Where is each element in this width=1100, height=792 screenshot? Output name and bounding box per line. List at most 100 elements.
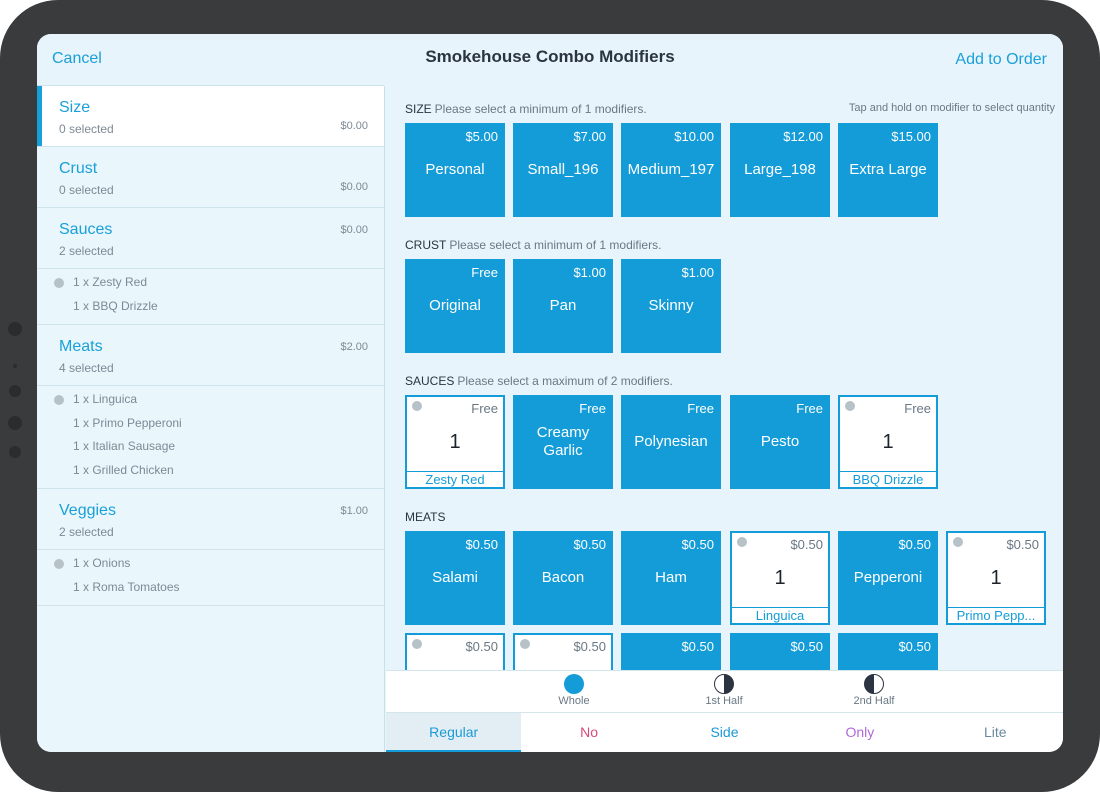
modifier-tile[interactable]: Free Creamy Garlic xyxy=(513,395,613,489)
tile-label: Small_196 xyxy=(527,161,599,178)
section-title: SIZE xyxy=(405,102,432,116)
modifier-tile[interactable]: $12.00 Large_198 xyxy=(730,123,830,217)
sidebar-item-veggies[interactable]: Veggies 2 selected $1.00 xyxy=(37,488,384,550)
category-name: Sauces xyxy=(59,221,113,238)
list-item-label: 1 x Linguica xyxy=(73,392,138,406)
modifier-tile[interactable]: $0.50 xyxy=(730,633,830,670)
sidebar-item-sauces[interactable]: Sauces 2 selected $0.00 xyxy=(37,207,384,269)
tab-only[interactable]: Only xyxy=(845,724,875,740)
side-button xyxy=(8,416,22,430)
first-half-icon xyxy=(714,674,734,694)
list-item-label: 1 x Italian Sausage xyxy=(73,439,176,453)
modifier-tile[interactable]: $1.00 Skinny xyxy=(621,259,721,353)
modifier-tile-selected[interactable]: Free 1 Zesty Red xyxy=(405,395,505,489)
modifier-tile[interactable]: $15.00 Extra Large xyxy=(838,123,938,217)
tile-price: $15.00 xyxy=(891,129,931,144)
sidebar-item-size[interactable]: Size 0 selected $0.00 xyxy=(37,85,384,147)
tile-price: Free xyxy=(471,265,498,280)
modifier-tile[interactable]: $1.00 Pan xyxy=(513,259,613,353)
portion-second-half-button[interactable]: 2nd Half xyxy=(834,674,914,707)
modifier-tile[interactable]: $10.00 Medium_197 xyxy=(621,123,721,217)
category-price: $0.00 xyxy=(340,224,368,236)
modifier-tile[interactable]: $0.50 xyxy=(621,633,721,670)
tile-price: $0.50 xyxy=(681,639,714,654)
cancel-button[interactable]: Cancel xyxy=(52,50,102,67)
list-item[interactable]: 1 x Linguica xyxy=(37,388,384,412)
preparation-tabs: Regular No Side Only Lite xyxy=(386,712,1063,752)
portion-dot-icon xyxy=(953,537,963,547)
list-item[interactable]: 1 x Onions xyxy=(37,552,384,576)
tile-price: Free xyxy=(796,401,823,416)
modifier-tile-selected[interactable]: $0.50 xyxy=(405,633,505,670)
modifier-tile-selected[interactable]: $0.50 1 Primo Pepp... xyxy=(946,531,1046,625)
navigation-bar: Cancel Smokehouse Combo Modifiers Add to… xyxy=(37,34,1063,86)
portion-label: 2nd Half xyxy=(853,695,895,707)
tile-label: Large_198 xyxy=(744,161,816,178)
portion-selector: Whole 1st Half 2nd Half xyxy=(386,670,1063,712)
sidebar-item-meats[interactable]: Meats 4 selected $2.00 xyxy=(37,324,384,386)
portion-dot-icon xyxy=(845,401,855,411)
tile-price: Free xyxy=(471,401,498,416)
list-item[interactable]: 1 x Roma Tomatoes xyxy=(37,576,384,600)
tab-regular[interactable]: Regular xyxy=(386,713,522,752)
second-half-icon xyxy=(864,674,884,694)
modifier-tile[interactable]: $0.50 Salami xyxy=(405,531,505,625)
tile-label: Skinny xyxy=(648,297,694,314)
portion-whole-button[interactable]: Whole xyxy=(534,674,614,707)
tile-label: Creamy Garlic xyxy=(536,424,590,459)
tile-price: $0.50 xyxy=(790,537,823,552)
tile-price: $12.00 xyxy=(783,129,823,144)
tile-price: Free xyxy=(904,401,931,416)
tile-label: BBQ Drizzle xyxy=(840,471,936,487)
modifier-tile[interactable]: Free Original xyxy=(405,259,505,353)
modifier-tile-selected[interactable]: Free 1 BBQ Drizzle xyxy=(838,395,938,489)
modifier-tile[interactable]: $0.50 Pepperoni xyxy=(838,531,938,625)
tile-quantity: 1 xyxy=(882,431,894,453)
tile-label: Pepperoni xyxy=(853,569,923,586)
modifier-tile[interactable]: Free Polynesian xyxy=(621,395,721,489)
modifier-tile[interactable]: $7.00 Small_196 xyxy=(513,123,613,217)
tile-price: $0.50 xyxy=(573,537,606,552)
modifier-tile-selected[interactable]: $0.50 xyxy=(513,633,613,670)
tile-price: $0.50 xyxy=(681,537,714,552)
list-item-label: 1 x Grilled Chicken xyxy=(73,462,174,477)
category-price: $0.00 xyxy=(340,181,368,193)
portion-first-half-button[interactable]: 1st Half xyxy=(684,674,764,707)
category-price: $0.00 xyxy=(340,120,368,132)
portion-dot-icon xyxy=(54,278,64,288)
section-label-sauces: SAUCES Please select a maximum of 2 modif… xyxy=(405,374,673,388)
tap-hold-hint: Tap and hold on modifier to select quant… xyxy=(848,102,1055,114)
add-to-order-button[interactable]: Add to Order xyxy=(955,51,1047,68)
modifier-tile[interactable]: $0.50 Ham xyxy=(621,531,721,625)
side-button xyxy=(9,446,21,458)
tab-side[interactable]: Side xyxy=(710,724,739,740)
meats-selected-list: 1 x Linguica 1 x Primo Pepperoni 1 x Ita… xyxy=(37,386,384,489)
list-item-label: 1 x Primo Pepperoni xyxy=(73,415,182,430)
modifier-tile[interactable]: $0.50 xyxy=(838,633,938,670)
tile-price: $0.50 xyxy=(573,639,606,654)
modifier-category-sidebar: Size 0 selected $0.00 Crust 0 selected $… xyxy=(37,85,385,752)
section-label-size: SIZE Please select a minimum of 1 modifie… xyxy=(405,102,647,116)
portion-dot-icon xyxy=(54,395,64,405)
tile-label: Pan xyxy=(549,297,577,314)
modifier-tile-selected[interactable]: $0.50 1 Linguica xyxy=(730,531,830,625)
category-count: 0 selected xyxy=(59,122,114,136)
veggies-selected-list: 1 x Onions 1 x Roma Tomatoes xyxy=(37,550,384,606)
tile-price: $7.00 xyxy=(573,129,606,144)
modifier-tile[interactable]: $5.00 Personal xyxy=(405,123,505,217)
tab-no[interactable]: No xyxy=(580,724,599,740)
tile-price: $0.50 xyxy=(898,639,931,654)
portion-dot-icon xyxy=(412,401,422,411)
section-title: CRUST xyxy=(405,238,447,252)
list-item[interactable]: 1 x Grilled Chicken xyxy=(37,459,384,483)
list-item[interactable]: 1 x Zesty Red xyxy=(37,271,384,295)
list-item[interactable]: 1 x Italian Sausage xyxy=(37,435,384,459)
tile-label: Zesty Red xyxy=(407,471,503,487)
list-item[interactable]: 1 x Primo Pepperoni xyxy=(37,412,384,436)
sidebar-item-crust[interactable]: Crust 0 selected $0.00 xyxy=(37,146,384,208)
modifier-tile[interactable]: $0.50 Bacon xyxy=(513,531,613,625)
modifier-tile[interactable]: Free Pesto xyxy=(730,395,830,489)
list-item[interactable]: 1 x BBQ Drizzle xyxy=(37,295,384,319)
tab-lite[interactable]: Lite xyxy=(984,724,1007,740)
